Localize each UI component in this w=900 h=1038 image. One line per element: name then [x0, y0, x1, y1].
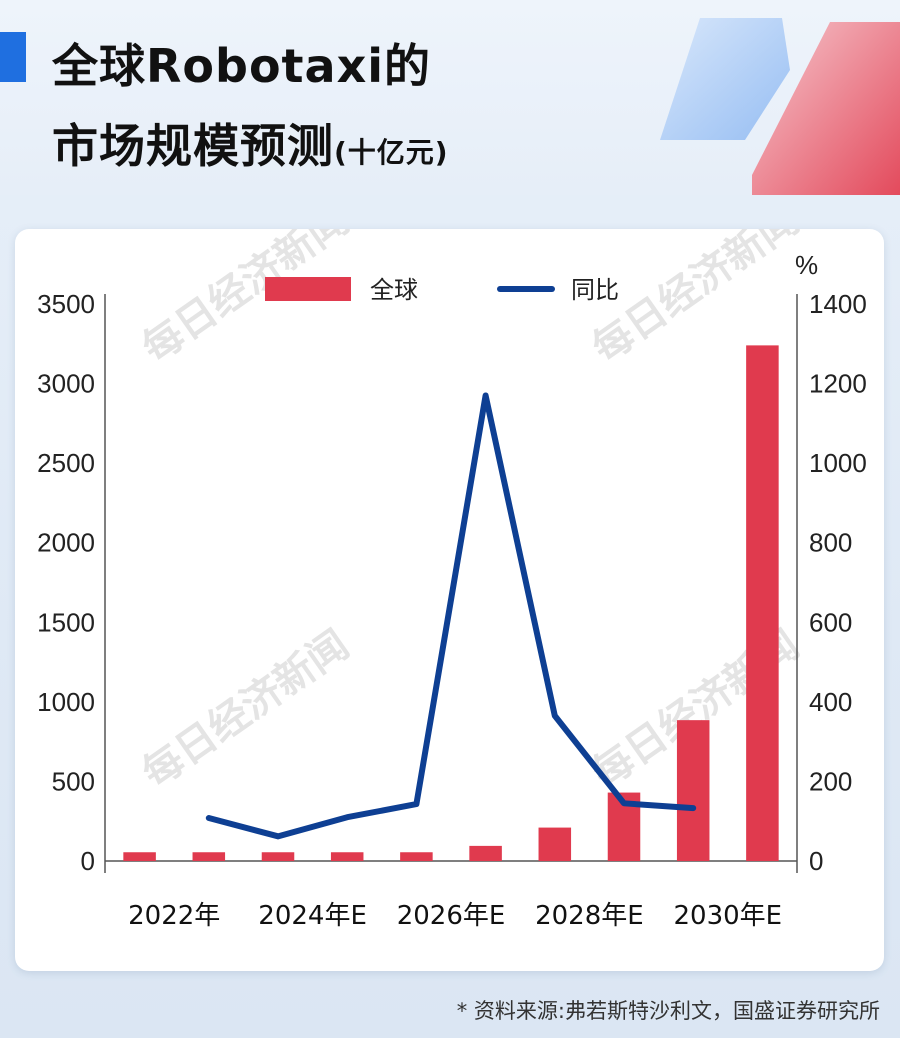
right-tick-label: 800: [809, 528, 852, 558]
x-tick-label: 2028年E: [535, 901, 644, 931]
bar-2028年E: [538, 827, 572, 861]
right-tick-label: 1000: [809, 448, 867, 478]
right-tick-label: 400: [809, 687, 852, 717]
right-tick-label: 200: [809, 766, 852, 796]
x-tick-label: 2030年E: [673, 901, 782, 931]
left-tick-label: 3000: [37, 369, 95, 399]
source-note: * 资料来源:弗若斯特沙利文，国盛证券研究所: [456, 999, 880, 1023]
bar-2027年E: [469, 845, 502, 861]
right-tick-label: 0: [809, 846, 823, 876]
left-tick-label: 500: [52, 766, 95, 796]
legend-label-global: 全球: [370, 276, 418, 304]
bar-2026年E: [400, 852, 433, 861]
legend-swatch-global: [265, 277, 351, 301]
bar-2023年: [192, 852, 226, 861]
chart-title-unit: (十亿元): [334, 136, 449, 169]
title-accent-bar: [0, 32, 26, 82]
chart-card: 每日经济新闻 每日经济新闻 每日经济新闻 每日经济新闻 0 500 1000 1500 2000…: [15, 229, 884, 971]
left-tick-label: 3500: [37, 289, 95, 319]
header-banner: 全球Robotaxi的 市场规模预测(十亿元): [0, 0, 900, 195]
chart-title-main: 市场规模预测: [52, 119, 334, 173]
legend-label-yoy: 同比: [571, 276, 619, 304]
x-tick-label: 2026年E: [397, 901, 506, 931]
right-tick-label: 1200: [809, 369, 867, 399]
left-tick-label: 2000: [37, 528, 95, 558]
x-tick-label: 2024年E: [258, 901, 367, 931]
bar-2022年: [123, 852, 156, 861]
yoy-line: [205, 392, 697, 840]
bar-2030年E: [676, 720, 710, 861]
x-tick-label: 2022年: [128, 901, 220, 931]
right-tick-label: 1400: [809, 289, 867, 319]
chart-title-line-2: 市场规模预测(十亿元): [52, 110, 449, 176]
right-tick-label: 600: [809, 607, 852, 637]
left-tick-label: 1500: [37, 607, 95, 637]
bar-2024年E: [261, 852, 295, 861]
right-axis-unit-label: %: [795, 250, 818, 280]
watermark-text: 每日经济新闻: [134, 621, 358, 797]
bar-2031年E: [746, 345, 779, 861]
decorative-slash-shapes: [660, 18, 900, 195]
bar-2025年E: [330, 852, 364, 861]
left-tick-label: 0: [81, 846, 95, 876]
left-tick-label: 2500: [37, 448, 95, 478]
chart-title-line-1: 全球Robotaxi的: [52, 39, 432, 93]
left-tick-label: 1000: [37, 687, 95, 717]
